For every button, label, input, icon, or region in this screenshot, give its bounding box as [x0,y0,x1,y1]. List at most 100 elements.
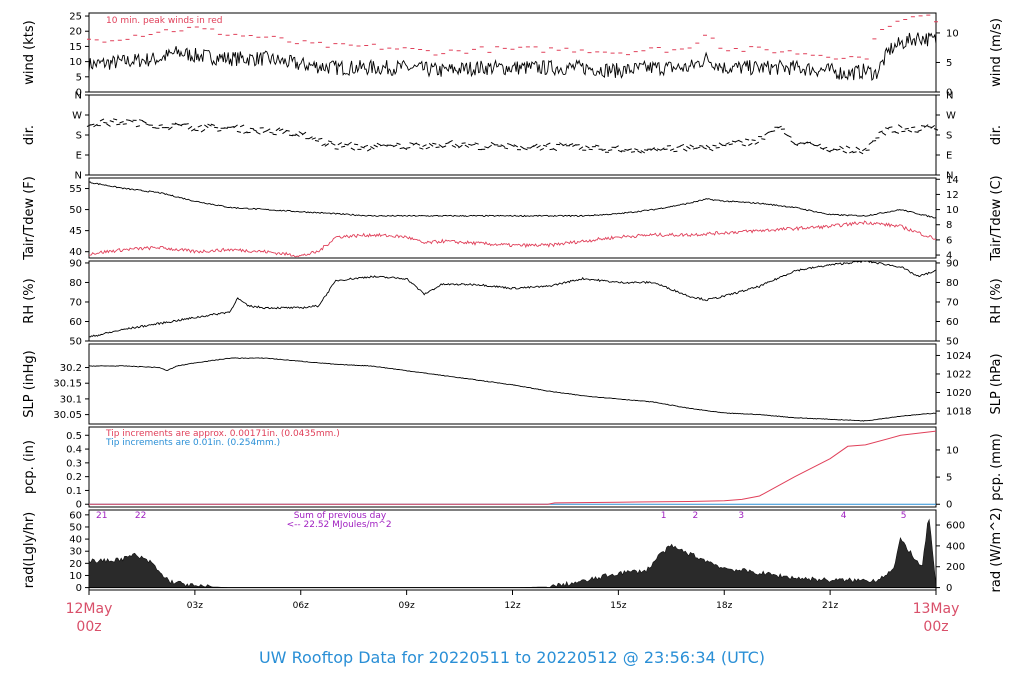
slp-frame [88,343,937,425]
temp-left-tick-label: 55 [69,184,82,195]
rh-right-tick-label: 70 [946,297,959,308]
wind-left-tick-label: 0 [76,88,82,99]
time-axis-tick-label: 18z [716,601,732,611]
slp-left-tick-label: 30.05 [53,410,82,421]
slp-left-tick-label: 30.2 [60,363,82,374]
rad-day-label: 3 [738,511,744,521]
pcp-right-tick-label: 10 [946,445,959,456]
temp-left-tick-label: 45 [69,226,82,237]
temp-left-tick-label: 40 [69,247,82,258]
rh-ylabel-right: RH (%) [989,278,1004,323]
rh-left-tick-label: 50 [69,337,82,348]
pcp-left-tick-label: 0.1 [66,486,82,497]
dir-left-tick-label: N [75,91,82,102]
rh-right-tick-label: 90 [946,258,959,269]
temp-ylabel-left: Tair/Tdew (F) [22,176,37,261]
rad-frame [88,509,937,591]
wind-right-tick-label: 0 [946,88,952,99]
wind-ylabel-right: wind (m/s) [989,18,1004,87]
rh-ylabel-left: RH (%) [22,278,37,323]
rad-annotation-line2: <-- 22.52 MJoules/m^2 [287,520,392,530]
dir-right-tick-label: N [946,91,953,102]
wind-left-tick-label: 5 [76,72,82,83]
rh-left-tick-label: 80 [69,278,82,289]
rad-left-tick-label: 10 [69,571,82,582]
pcp-ylabel-right: pcp. (mm) [989,433,1004,500]
temp-right-tick-label: 10 [946,205,959,216]
rad-right-tick-label: 400 [946,541,965,552]
rad-day-label: 4 [841,511,847,521]
rad-series-0 [88,518,937,588]
dir-left-tick-label: S [76,131,82,142]
rad-left-tick-label: 60 [69,510,82,521]
wind-left-tick-label: 20 [69,27,82,38]
rad-day-label: 2 [692,511,698,521]
end-date-label: 13May [913,601,960,617]
dir-frame [88,94,937,176]
wind-ylabel-left: wind (kts) [22,20,37,84]
slp-right-tick-label: 1018 [946,407,971,418]
rad-day-label: 5 [901,511,907,521]
slp-series-0 [88,357,936,422]
dir-right-tick-label: N [946,171,953,182]
rad-day-label: 21 [96,511,107,521]
pcp-right-tick-label: 5 [946,473,952,484]
dir-ylabel-left: dir. [22,125,37,145]
rh-series-0 [88,260,937,338]
rh-frame [88,260,937,342]
rad-ylabel-right: rad (W/m^2) [989,508,1004,593]
dir-right-tick-label: S [946,131,952,142]
pcp-frame [88,426,937,508]
dir-right-tick-label: W [946,111,956,122]
slp-left-tick-label: 30.1 [60,394,82,405]
dir-left-tick-label: N [75,171,82,182]
wind-left-tick-label: 15 [69,42,82,53]
slp-left-tick-label: 30.15 [53,379,82,390]
rad-left-tick-label: 20 [69,559,82,570]
temp-right-tick-label: 8 [946,220,952,231]
wind-left-tick-label: 25 [69,12,82,23]
rh-right-tick-label: 80 [946,278,959,289]
wind-right-tick-label: 5 [946,58,952,69]
rad-right-tick-label: 600 [946,521,965,532]
pcp-left-tick-label: 0.5 [66,431,82,442]
pcp-right-tick-label: 0 [946,500,952,511]
temp-right-tick-label: 14 [946,175,959,186]
time-axis-tick-label: 09z [399,601,415,611]
time-axis-tick-label: 21z [822,601,838,611]
rh-left-tick-label: 90 [69,258,82,269]
temp-right-tick-label: 4 [946,251,952,262]
rh-left-tick-label: 70 [69,297,82,308]
end-time-label: 00z [923,619,948,635]
time-axis-tick-label: 15z [610,601,626,611]
dir-series-0 [86,118,939,155]
wind-annotation: 10 min. peak winds in red [106,16,223,26]
chart-footer-title: UW Rooftop Data for 20220511 to 20220512… [258,648,766,667]
rad-left-tick-label: 30 [69,547,82,558]
wind-frame [88,12,937,93]
dir-left-tick-label: W [72,111,82,122]
rad-left-tick-label: 50 [69,522,82,533]
temp-ylabel-right: Tair/Tdew (C) [989,175,1004,261]
slp-right-tick-label: 1020 [946,388,971,399]
time-axis-tick-label: 06z [293,601,309,611]
rh-left-tick-label: 60 [69,317,82,328]
rad-day-label: 22 [135,511,146,521]
start-date-label: 12May [66,601,113,617]
rad-left-tick-label: 0 [76,583,82,594]
time-axis-tick-label: 03z [187,601,203,611]
rh-right-tick-label: 50 [946,337,959,348]
temp-left-tick-label: 50 [69,205,82,216]
wind-right-tick-label: 10 [946,28,959,39]
pcp-left-tick-label: 0.3 [66,458,82,469]
pcp-annotation: Tip increments are 0.01in. (0.254mm.) [105,438,280,448]
rh-right-tick-label: 60 [946,317,959,328]
rad-day-label: 1 [661,511,667,521]
wind-series-1 [87,14,938,60]
temp-right-tick-label: 6 [946,235,952,246]
slp-right-tick-label: 1022 [946,369,971,380]
wind-left-tick-label: 10 [69,57,82,68]
pcp-series-1 [89,430,937,505]
pcp-left-tick-label: 0.2 [66,472,82,483]
